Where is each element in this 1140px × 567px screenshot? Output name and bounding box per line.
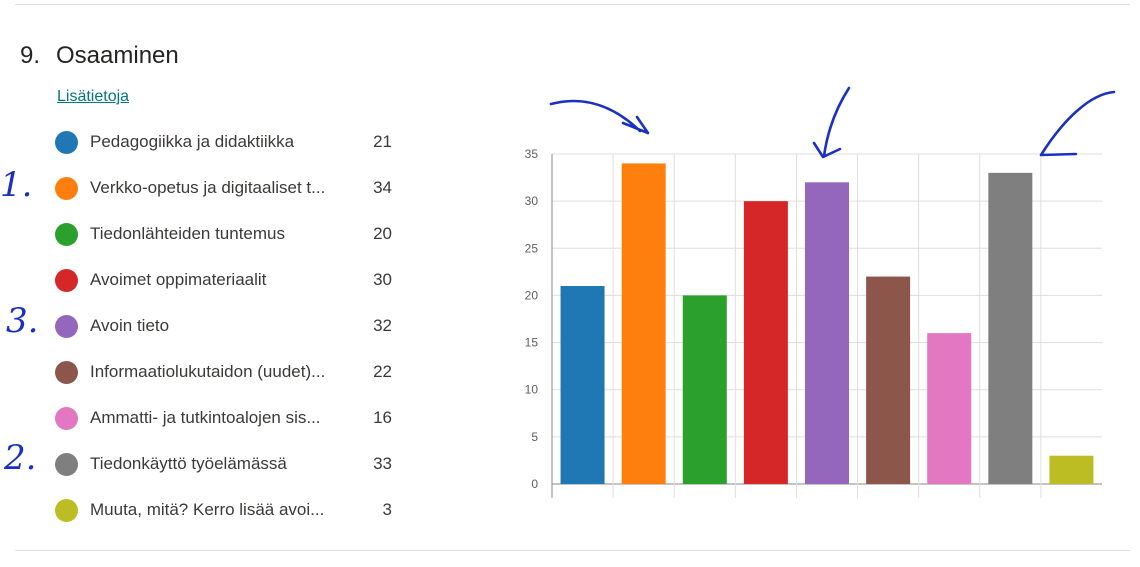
- legend-item: Informaatiolukutaidon (uudet)... 22: [55, 349, 405, 395]
- legend-item: Avoimet oppimateriaalit 30: [55, 257, 405, 303]
- bar: [621, 163, 666, 484]
- y-tick-label: 25: [525, 241, 539, 255]
- bar: [866, 276, 911, 484]
- legend-item: Pedagogiikka ja didaktiikka 21: [55, 119, 405, 165]
- legend-color-dot: [55, 176, 78, 200]
- bar: [988, 172, 1033, 484]
- legend-count: 34: [373, 178, 392, 197]
- legend-item: Tiedonlähteiden tuntemus 20: [55, 211, 405, 257]
- legend-count: 20: [373, 224, 392, 243]
- y-tick-label: 5: [531, 430, 538, 444]
- legend-color-dot: [55, 268, 78, 292]
- bar: [682, 295, 727, 484]
- bar: [560, 286, 605, 484]
- question-number: 9.: [20, 42, 41, 69]
- legend-color-dot: [55, 314, 78, 338]
- question-heading: 9. Osaaminen: [20, 42, 179, 70]
- legend-color-dot: [55, 130, 78, 154]
- bar: [743, 201, 788, 484]
- legend-item: Tiedonkäyttö työelämässä 33: [55, 441, 405, 487]
- y-tick-label: 15: [525, 336, 539, 350]
- legend-color-dot: [55, 498, 78, 522]
- legend-item: Verkko-opetus ja digitaaliset t... 34: [55, 165, 405, 211]
- bar: [805, 182, 849, 485]
- top-divider: [15, 4, 1130, 5]
- bar: [927, 333, 972, 484]
- bottom-divider: [15, 550, 1130, 551]
- legend-color-dot: [55, 406, 78, 430]
- more-details-link[interactable]: Lisätietoja: [57, 88, 130, 105]
- legend-count: 22: [373, 362, 392, 381]
- legend-count: 32: [373, 316, 392, 335]
- bar: [1049, 455, 1094, 484]
- y-tick-label: 0: [531, 477, 538, 491]
- legend-count: 3: [382, 500, 392, 519]
- legend: Pedagogiikka ja didaktiikka 21 Verkko-opet…: [55, 119, 405, 533]
- y-tick-label: 20: [525, 288, 539, 302]
- legend-count: 16: [373, 408, 392, 427]
- y-tick-label: 35: [525, 147, 539, 161]
- y-tick-label: 30: [525, 194, 539, 208]
- legend-count: 21: [373, 132, 392, 151]
- legend-item: Muuta, mitä? Kerro lisää avoi... 3: [55, 487, 405, 533]
- legend-color-dot: [55, 222, 78, 246]
- question-title: Osaaminen: [56, 42, 179, 69]
- y-tick-label: 10: [525, 383, 539, 397]
- legend-color-dot: [55, 360, 78, 384]
- legend-count: 33: [373, 454, 392, 473]
- legend-item: Avoin tieto 32: [55, 303, 405, 349]
- legend-count: 30: [373, 270, 392, 289]
- legend-color-dot: [55, 452, 78, 476]
- legend-item: Ammatti- ja tutkintoalojen sis... 16: [55, 395, 405, 441]
